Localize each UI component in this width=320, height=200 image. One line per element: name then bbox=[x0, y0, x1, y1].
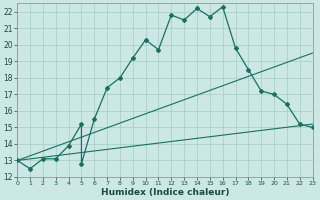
X-axis label: Humidex (Indice chaleur): Humidex (Indice chaleur) bbox=[101, 188, 229, 197]
